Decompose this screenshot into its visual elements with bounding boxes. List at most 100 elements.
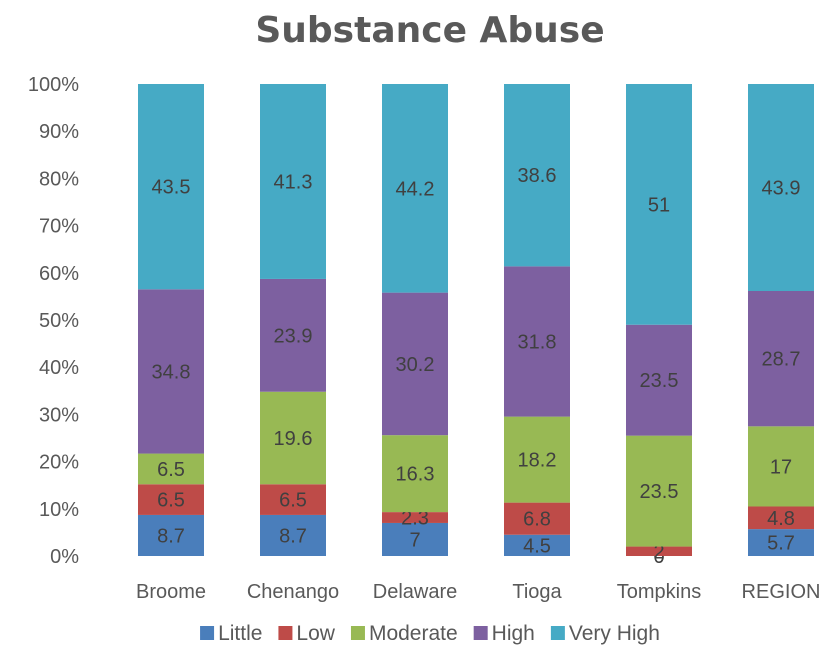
bar-group: 5.7 4.8 17 28.7 43.9 [748,84,814,556]
x-tick-label: REGION [742,581,821,603]
bar-segment [382,512,448,523]
bar-segment [138,484,204,515]
legend-label: Very High [569,622,660,645]
data-label: 2.3 [401,508,429,530]
legend-item: High [473,622,535,645]
y-tick-label: 50% [39,310,79,332]
bar-segment [748,84,814,292]
data-label: 23.5 [640,370,679,392]
data-label: 6.8 [523,509,551,531]
bar-segment [504,502,570,535]
bar-segment [748,426,814,507]
y-tick-label: 80% [39,168,79,190]
legend-swatch [278,626,293,640]
bar-group: 8.7 6.5 6.5 34.8 43.5 [138,84,204,556]
data-label: 19.6 [274,428,313,450]
bar-segment [138,453,204,485]
data-label: 17 [770,456,792,478]
data-label: 4.8 [767,508,795,530]
bar-segment [504,534,570,556]
data-label: 43.9 [762,178,801,200]
legend-item: Little [200,622,262,645]
bar-group: 72.3 16.3 30.2 44.2 [382,84,448,556]
legend-label: Low [296,622,335,645]
data-label: 41.3 [274,171,313,193]
data-label: 4.5 [523,535,551,557]
data-label: 44.2 [396,178,435,200]
bar-segment [138,289,204,454]
legend-label: High [492,622,535,645]
bar-segment [626,84,692,325]
y-tick-label: 60% [39,263,79,285]
bar-segment [382,522,448,556]
data-label: 8.7 [279,525,307,547]
legend-item: Moderate [350,622,458,645]
x-tick-label: Delaware [373,581,457,603]
y-tick-label: 20% [39,452,79,474]
data-label: 43.5 [152,177,191,199]
legend-label: Little [218,622,262,645]
bar-segment [382,435,448,513]
data-label: 51 [648,194,670,216]
data-label: 34.8 [152,361,191,383]
data-label: 38.6 [518,165,557,187]
legend-label: Moderate [369,622,458,645]
data-label: 16.3 [396,464,435,486]
data-label: 6.5 [279,490,307,512]
y-tick-label: 90% [39,121,79,143]
bar-group: 02 23.5 23.5 51 [626,84,692,568]
bars: 8.7 6.5 6.5 34.8 43.5 8.7 6.5 19.6 23.9 41.3 72.3 1… [138,84,814,568]
y-axis: 0% 10% 20% 30% 40% 50% 60% 70% 80% 90% 100% [28,74,79,568]
bar-segment [260,278,326,392]
data-label: 28.7 [762,349,801,371]
bar-segment [260,391,326,485]
y-tick-label: 70% [39,216,79,238]
data-label: 31.8 [518,331,557,353]
y-tick-label: 100% [28,74,79,96]
data-label: 30.2 [396,354,435,376]
bar-group: 8.7 6.5 19.6 23.9 41.3 [260,84,326,556]
chart-title: Substance Abuse [255,10,604,51]
legend-item: Very High [550,622,660,645]
data-label: 5.7 [767,533,795,555]
data-label: 23.9 [274,325,313,347]
x-tick-label: Chenango [247,581,339,603]
data-label: 6.5 [157,459,185,481]
x-axis: Broome Chenango Delaware Tioga Tompkins REGIO… [136,581,820,603]
x-tick-label: Tioga [512,581,562,603]
legend-item: Low [278,622,336,645]
bar-segment [504,84,570,267]
data-label: 23.5 [640,481,679,503]
data-label: 2 [653,541,664,563]
legend-swatch [473,626,488,640]
bar-segment [504,416,570,503]
y-tick-label: 0% [50,546,79,568]
bar-segment [138,84,204,290]
bar-group: 4.5 6.8 18.2 31.8 38.6 [504,84,570,557]
bar-segment [748,291,814,427]
bar-segment [260,514,326,556]
bar-segment [260,484,326,515]
data-label: 18.2 [518,450,557,472]
y-tick-label: 30% [39,404,79,426]
bar-segment [748,529,814,556]
bar-segment [626,546,692,556]
y-tick-label: 10% [39,499,79,521]
bar-segment [626,435,692,547]
data-label: 0 [653,546,664,568]
bar-segment [382,84,448,293]
bar-segment [748,506,814,530]
bar-segment [382,292,448,436]
bar-segment [260,84,326,279]
data-label: 6.5 [157,490,185,512]
x-tick-label: Tompkins [617,581,701,603]
x-tick-label: Broome [136,581,206,603]
bar-segment [504,266,570,417]
legend-swatch [550,626,565,640]
data-label: 8.7 [157,525,185,547]
legend-swatch [200,626,215,640]
legend-swatch [350,626,365,640]
bar-segment [138,514,204,556]
bar-segment [626,324,692,436]
